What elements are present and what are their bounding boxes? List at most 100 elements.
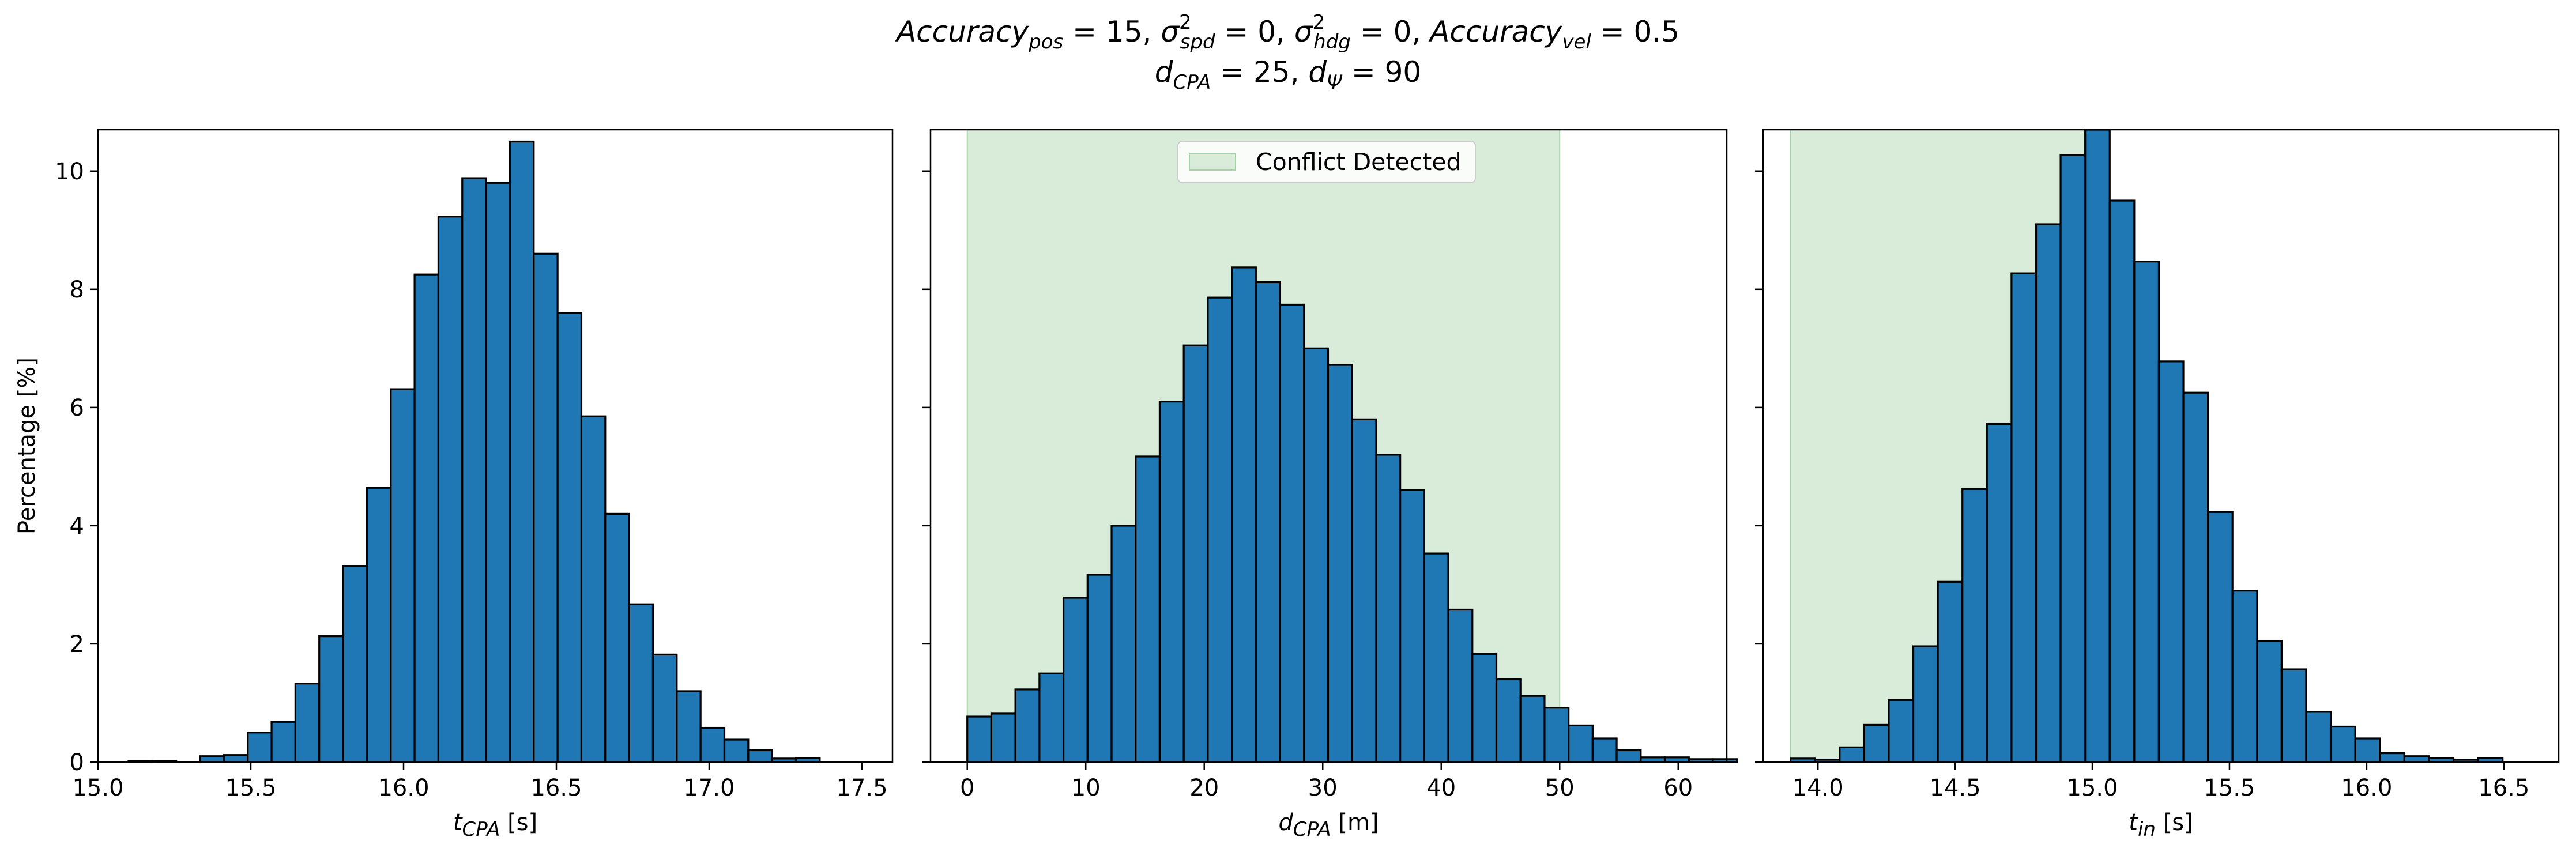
- legend: Conflict Detected: [1177, 141, 1476, 183]
- histogram-bar: [2403, 755, 2430, 763]
- x-tick-label: 40: [1426, 775, 1456, 801]
- x-tick-label: 17.5: [836, 775, 887, 801]
- x-tick-label: 60: [1663, 775, 1693, 801]
- histogram-bar: [413, 273, 440, 763]
- title-line-1: Accuracypos = 15, σ2 spd = 0, σ2 hdg = 0, …: [895, 11, 1679, 54]
- histogram-bar: [1447, 608, 1474, 763]
- histogram-bar: [1495, 678, 1522, 763]
- histogram-bar: [1863, 723, 1890, 763]
- x-tick-label: 16.0: [2341, 775, 2392, 801]
- histogram-bar: [2256, 640, 2283, 763]
- histogram-bar: [2280, 668, 2307, 763]
- y-tick-label: 0: [70, 749, 84, 776]
- histogram-bar: [556, 312, 583, 763]
- x-tick-label: 16.5: [530, 775, 582, 801]
- figure-title: Accuracypos = 15, σ2 spd = 0, σ2 hdg = 0, …: [895, 11, 1679, 94]
- histogram-bar: [1327, 364, 1353, 763]
- x-tick-label: 14.5: [1930, 775, 1981, 801]
- x-tick-label: 16.5: [2478, 775, 2529, 801]
- histogram-bar: [533, 252, 559, 763]
- histogram-bar: [2010, 272, 2038, 763]
- x-tick-label: 0: [960, 775, 974, 801]
- histogram-bar: [676, 690, 702, 763]
- histogram-bar: [1086, 574, 1113, 763]
- x-axis-label: tCPA [s]: [453, 809, 537, 841]
- histogram-bar: [2035, 223, 2062, 763]
- histogram-bar: [2329, 725, 2356, 763]
- histogram-bar: [2084, 129, 2111, 763]
- histogram-bar: [1135, 455, 1161, 763]
- histogram-bar: [485, 182, 511, 763]
- x-tick-label: 14.0: [1792, 775, 1844, 801]
- histogram-bar: [1014, 688, 1041, 763]
- histogram-bar: [1231, 266, 1257, 763]
- histogram-d-cpa: 0 10 20 30 40 50 60 dCPA [m] Conflict Detected: [922, 129, 1738, 841]
- histogram-bar: [2133, 261, 2160, 763]
- histogram-bar: [294, 683, 321, 763]
- histogram-bar: [604, 512, 630, 763]
- histogram-bar: [437, 216, 464, 763]
- histogram-bar: [390, 388, 416, 763]
- x-tick-label: 16.0: [378, 775, 429, 801]
- axes-frame: [929, 129, 1728, 763]
- x-tick-label: 20: [1189, 775, 1219, 801]
- histogram-bar: [1912, 645, 1939, 763]
- x-tick-label: 10: [1071, 775, 1101, 801]
- histogram-bar: [247, 732, 273, 763]
- histogram-bar: [1279, 303, 1305, 763]
- histogram-bar: [1937, 580, 1964, 763]
- x-tick-label: 17.0: [683, 775, 735, 801]
- x-tick-label: 30: [1308, 775, 1338, 801]
- histogram-bar: [699, 726, 726, 763]
- histogram-bar: [1961, 488, 1988, 763]
- x-axis-label: dCPA [m]: [1278, 809, 1379, 841]
- histogram-bar: [2108, 199, 2136, 763]
- histogram-bar: [270, 721, 296, 763]
- histogram-bar: [723, 738, 750, 763]
- histogram-bar: [2231, 590, 2258, 763]
- histogram-bar: [1888, 699, 1915, 763]
- histogram-bar: [2305, 711, 2332, 763]
- histogram-bar: [2182, 391, 2209, 763]
- histogram-bar: [1591, 737, 1618, 763]
- histogram-t-cpa: 15.0 15.5 16.0 16.5 17.0 17.5 0 2 4 6 8 10 tCPA [s] P…: [14, 129, 894, 841]
- histogram-bar: [1038, 672, 1065, 763]
- histogram-bar: [1568, 724, 1594, 763]
- histogram-t-in: 14.0 14.5 15.0 15.5 16.0 16.5 tin [s]: [1755, 129, 2560, 841]
- legend-swatch-conflict: [1189, 153, 1236, 171]
- histogram-bar: [2207, 511, 2234, 763]
- y-tick-label: 6: [70, 395, 84, 421]
- y-axis-label: Percentage [%]: [14, 357, 40, 534]
- title-line-2: dCPA = 25, dΨ = 90: [1155, 55, 1421, 94]
- histogram-bar: [1062, 597, 1089, 763]
- histogram-bar: [1255, 281, 1281, 763]
- histogram-bar: [1519, 695, 1546, 763]
- histogram-bar: [2354, 737, 2381, 763]
- histogram-bar: [199, 755, 225, 763]
- histogram-bar: [1615, 749, 1642, 763]
- histogram-bar: [966, 715, 993, 763]
- histogram-bar: [747, 749, 773, 763]
- x-axis-label: tin [s]: [2129, 809, 2193, 841]
- histogram-bar: [580, 415, 607, 763]
- x-tick-label: 15.5: [225, 775, 276, 801]
- x-tick-label: 15.0: [72, 775, 123, 801]
- histogram-bar: [628, 603, 654, 763]
- histogram-bar: [1351, 418, 1377, 763]
- histogram-bar: [990, 712, 1016, 763]
- histogram-bar: [366, 487, 392, 763]
- histogram-bar: [1839, 746, 1865, 763]
- legend-label-conflict: Conflict Detected: [1256, 148, 1462, 176]
- histogram-bar: [1207, 296, 1233, 763]
- x-tick-label: 15.5: [2204, 775, 2255, 801]
- histogram-bar: [2157, 360, 2185, 763]
- histogram-bar: [1158, 401, 1185, 763]
- histogram-bar: [1303, 347, 1330, 763]
- histogram-bar: [651, 653, 678, 763]
- histogram-bar: [1182, 344, 1209, 763]
- histogram-bar: [509, 140, 535, 763]
- histogram-bar: [1423, 552, 1449, 763]
- histogram-bar: [1399, 489, 1425, 763]
- x-tick-label: 50: [1545, 775, 1575, 801]
